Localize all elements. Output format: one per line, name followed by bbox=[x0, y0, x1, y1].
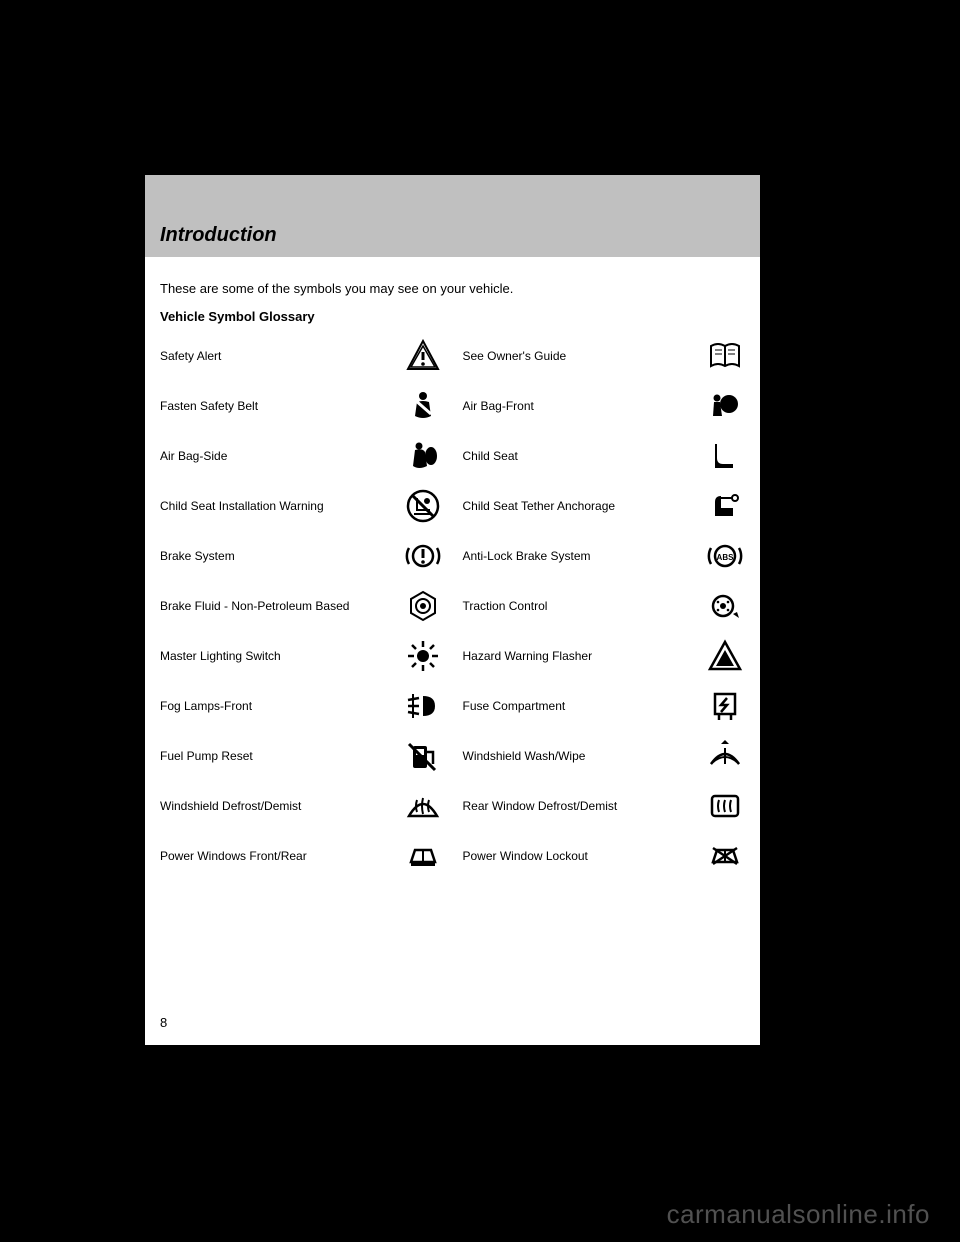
glossary-label: Child Seat bbox=[463, 449, 696, 463]
glossary-item: Fog Lamps-Front bbox=[160, 685, 443, 727]
glossary-label: Rear Window Defrost/Demist bbox=[463, 799, 696, 813]
symbol-glossary: Safety Alert See Owner's Guide Fasten Safe… bbox=[160, 335, 745, 877]
wiper-icon bbox=[705, 736, 745, 776]
airbag-front-icon bbox=[705, 386, 745, 426]
fog-lamp-icon bbox=[403, 686, 443, 726]
glossary-item: Windshield Wash/Wipe bbox=[463, 735, 746, 777]
glossary-label: Fasten Safety Belt bbox=[160, 399, 393, 413]
light-switch-icon bbox=[403, 636, 443, 676]
glossary-label: Master Lighting Switch bbox=[160, 649, 393, 663]
glossary-label: Hazard Warning Flasher bbox=[463, 649, 696, 663]
abs-icon: ABS bbox=[705, 536, 745, 576]
content-area: These are some of the symbols you may se… bbox=[160, 280, 745, 877]
glossary-label: Windshield Defrost/Demist bbox=[160, 799, 393, 813]
page-title: Introduction bbox=[160, 224, 277, 247]
glossary-label: Power Window Lockout bbox=[463, 849, 696, 863]
hazard-icon bbox=[705, 636, 745, 676]
glossary-item: Child Seat Installation Warning bbox=[160, 485, 443, 527]
glossary-label: Anti-Lock Brake System bbox=[463, 549, 696, 563]
defrost-rear-icon bbox=[705, 786, 745, 826]
power-window-icon bbox=[403, 836, 443, 876]
glossary-item: Brake System bbox=[160, 535, 443, 577]
fuel-reset-icon bbox=[403, 736, 443, 776]
glossary-item: Fuse Compartment bbox=[463, 685, 746, 727]
glossary-item: Power Window Lockout bbox=[463, 835, 746, 877]
glossary-label: Air Bag-Front bbox=[463, 399, 696, 413]
airbag-side-icon bbox=[403, 436, 443, 476]
glossary-label: Child Seat Installation Warning bbox=[160, 499, 393, 513]
brake-fluid-icon bbox=[403, 586, 443, 626]
intro-paragraph: These are some of the symbols you may se… bbox=[160, 280, 745, 298]
child-seat-icon bbox=[705, 436, 745, 476]
glossary-item: Anti-Lock Brake System ABS bbox=[463, 535, 746, 577]
brake-icon bbox=[403, 536, 443, 576]
fuse-icon bbox=[705, 686, 745, 726]
glossary-label: Brake System bbox=[160, 549, 393, 563]
glossary-item: Child Seat Tether Anchorage bbox=[463, 485, 746, 527]
glossary-item: Power Windows Front/Rear bbox=[160, 835, 443, 877]
header-bar: Introduction bbox=[145, 175, 760, 257]
glossary-item: Safety Alert bbox=[160, 335, 443, 377]
manual-page: Introduction These are some of the symbo… bbox=[145, 175, 760, 1045]
glossary-label: See Owner's Guide bbox=[463, 349, 696, 363]
glossary-label: Fuel Pump Reset bbox=[160, 749, 393, 763]
glossary-item: See Owner's Guide bbox=[463, 335, 746, 377]
glossary-label: Air Bag-Side bbox=[160, 449, 393, 463]
glossary-label: Brake Fluid - Non-Petroleum Based bbox=[160, 599, 393, 613]
glossary-item: Traction Control bbox=[463, 585, 746, 627]
glossary-label: Child Seat Tether Anchorage bbox=[463, 499, 696, 513]
alert-triangle-icon bbox=[403, 336, 443, 376]
child-seat-warning-icon bbox=[403, 486, 443, 526]
glossary-item: Master Lighting Switch bbox=[160, 635, 443, 677]
glossary-label: Fog Lamps-Front bbox=[160, 699, 393, 713]
watermark-text: carmanualsonline.info bbox=[667, 1199, 930, 1230]
glossary-item: Rear Window Defrost/Demist bbox=[463, 785, 746, 827]
glossary-label: Power Windows Front/Rear bbox=[160, 849, 393, 863]
glossary-item: Air Bag-Front bbox=[463, 385, 746, 427]
traction-icon bbox=[705, 586, 745, 626]
tether-anchor-icon bbox=[705, 486, 745, 526]
glossary-item: Air Bag-Side bbox=[160, 435, 443, 477]
defrost-front-icon bbox=[403, 786, 443, 826]
book-icon bbox=[705, 336, 745, 376]
glossary-item: Fuel Pump Reset bbox=[160, 735, 443, 777]
glossary-item: Hazard Warning Flasher bbox=[463, 635, 746, 677]
svg-text:ABS: ABS bbox=[717, 553, 735, 562]
glossary-label: Traction Control bbox=[463, 599, 696, 613]
glossary-item: Windshield Defrost/Demist bbox=[160, 785, 443, 827]
glossary-label: Fuse Compartment bbox=[463, 699, 696, 713]
glossary-item: Brake Fluid - Non-Petroleum Based bbox=[160, 585, 443, 627]
glossary-heading: Vehicle Symbol Glossary bbox=[160, 308, 745, 326]
window-lockout-icon bbox=[705, 836, 745, 876]
page-number: 8 bbox=[160, 1015, 167, 1030]
glossary-item: Child Seat bbox=[463, 435, 746, 477]
glossary-item: Fasten Safety Belt bbox=[160, 385, 443, 427]
seatbelt-icon bbox=[403, 386, 443, 426]
glossary-label: Windshield Wash/Wipe bbox=[463, 749, 696, 763]
glossary-label: Safety Alert bbox=[160, 349, 393, 363]
